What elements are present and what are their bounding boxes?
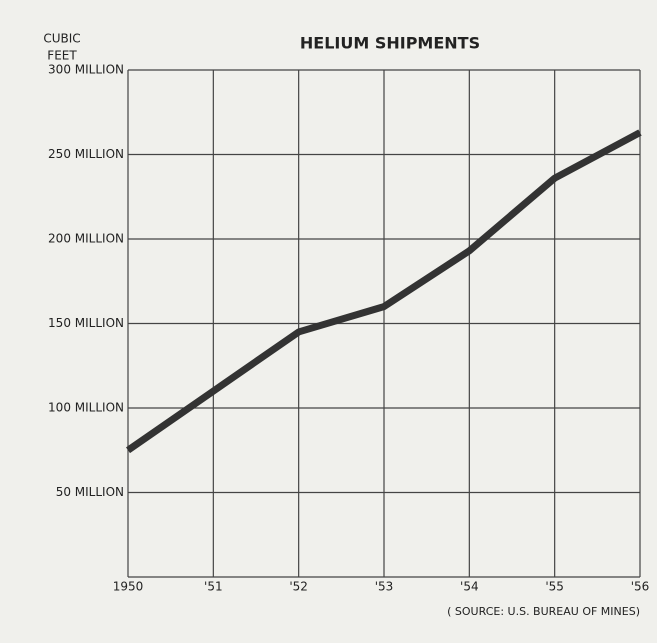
x-tick-label: '53 (375, 580, 394, 594)
y-tick-label: 100 MILLION (48, 401, 124, 415)
x-tick-label: '52 (289, 580, 308, 594)
y-tick-label: 300 MILLION (48, 63, 124, 77)
x-tick-label: 1950 (113, 580, 144, 594)
x-tick-label: '54 (460, 580, 479, 594)
data-line (126, 129, 642, 454)
y-axis-label: FEET (47, 49, 77, 63)
source-note: ( SOURCE: U.S. BUREAU OF MINES) (447, 605, 640, 618)
chart-title: HELIUM SHIPMENTS (300, 34, 480, 53)
x-tick-label: '56 (631, 580, 650, 594)
y-tick-label: 250 MILLION (48, 147, 124, 161)
x-tick-label: '55 (545, 580, 564, 594)
y-axis-label: CUBIC (43, 32, 80, 46)
y-tick-label: 50 MILLION (56, 485, 124, 499)
y-tick-label: 150 MILLION (48, 316, 124, 330)
y-tick-label: 200 MILLION (48, 232, 124, 246)
x-tick-label: '51 (204, 580, 223, 594)
